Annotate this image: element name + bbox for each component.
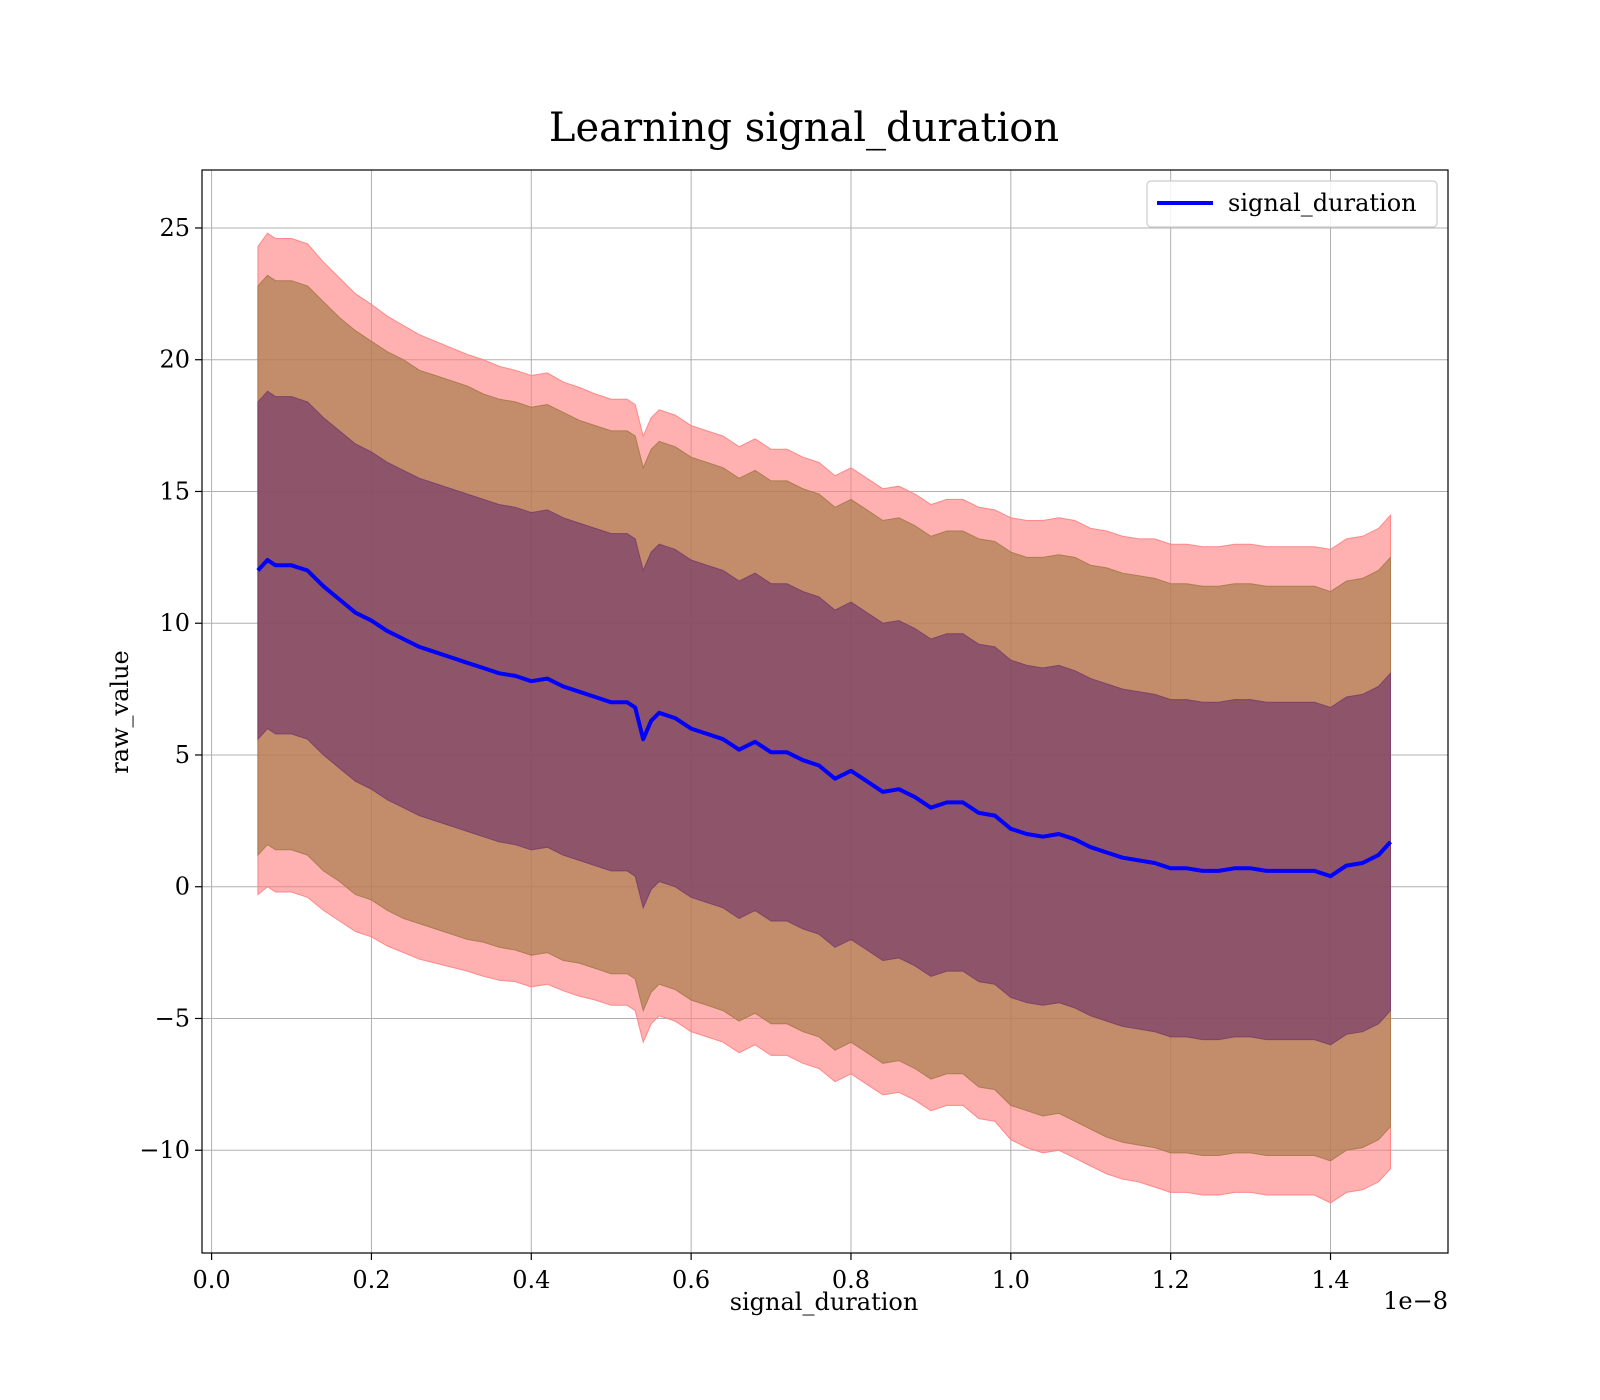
y-tick-label: 15	[159, 477, 190, 505]
y-tick-label: 20	[159, 346, 190, 374]
x-tick-label: 1.2	[1152, 1266, 1190, 1294]
y-tick-label: 10	[159, 609, 190, 637]
y-tick-label: 5	[175, 741, 190, 769]
y-tick-label: 0	[175, 873, 190, 901]
x-axis-label: signal_duration	[730, 1288, 919, 1316]
y-tick-label: 25	[159, 214, 190, 242]
legend: signal_duration	[1146, 180, 1438, 228]
x-tick-label: 0.4	[512, 1266, 550, 1294]
band-inner	[257, 390, 1391, 1046]
x-tick-label: 1.0	[992, 1266, 1030, 1294]
y-axis-label: raw_value	[106, 650, 134, 774]
x-tick-label: 1.4	[1311, 1266, 1349, 1294]
x-tick-label: 0.6	[672, 1266, 710, 1294]
y-axis-ticks: −10 −5 0 5 10 15 20 25	[139, 214, 202, 1164]
legend-box	[1146, 180, 1438, 228]
x-axis-offset-label: 1e−8	[1383, 1287, 1448, 1315]
series-line-signal-duration	[256, 558, 1392, 879]
plot-frame	[201, 169, 1449, 1254]
confidence-bands	[257, 232, 1391, 1204]
x-tick-label: 0.2	[352, 1266, 390, 1294]
y-tick-label: −5	[155, 1004, 190, 1032]
y-tick-label: −10	[139, 1136, 190, 1164]
legend-label: signal_duration	[1228, 189, 1417, 217]
series-lines	[256, 558, 1392, 879]
chart-title: Learning signal_duration	[549, 105, 1059, 151]
x-tick-label: 0.0	[193, 1266, 231, 1294]
x-axis-ticks: 0.0 0.2 0.4 0.6 0.8 1.0 1.2 1.4	[193, 1253, 1350, 1294]
x-tick-label: 0.8	[832, 1266, 870, 1294]
